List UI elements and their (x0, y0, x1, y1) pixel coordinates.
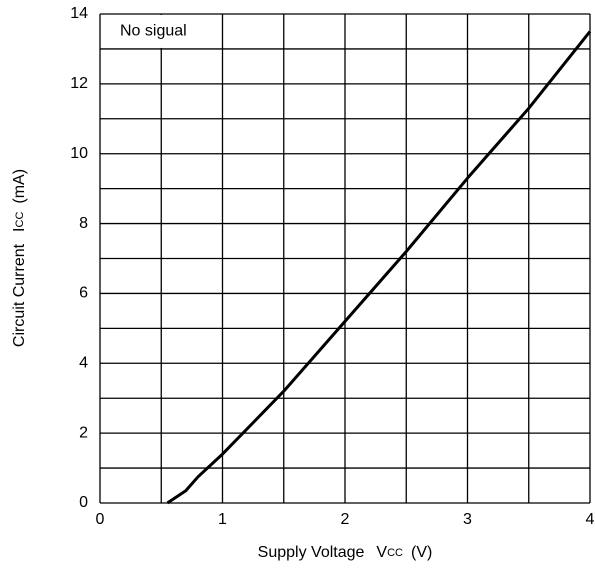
x-tick-label: 3 (463, 511, 472, 528)
y-tick-label: 4 (79, 355, 88, 372)
y-tick-label: 0 (79, 494, 88, 511)
x-tick-label: 4 (586, 511, 595, 528)
x-tick-label: 0 (96, 511, 105, 528)
y-tick-label: 12 (70, 75, 88, 92)
x-tick-label: 1 (218, 511, 227, 528)
y-axis-label: Circuit CurrentICC(mA) (11, 169, 28, 347)
y-tick-label: 14 (70, 5, 88, 22)
y-tick-label: 2 (79, 424, 88, 441)
annotation: No sigual (120, 23, 187, 40)
y-tick-label: 6 (79, 285, 88, 302)
data-line (166, 30, 592, 505)
y-tick-label: 8 (79, 215, 88, 232)
x-tick-label: 2 (341, 511, 350, 528)
annotation-box (101, 15, 222, 48)
x-axis-label: Supply Voltage VCC (V) (258, 544, 433, 561)
y-tick-label: 10 (70, 145, 88, 162)
